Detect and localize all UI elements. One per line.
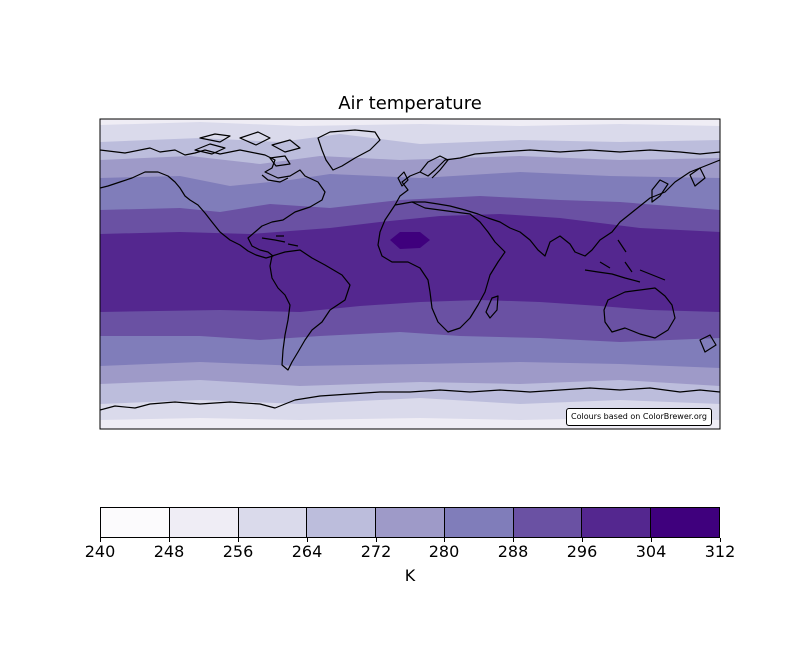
temperature-bands [100,119,720,429]
coastline-japan [651,179,669,203]
colorbar-segment [651,508,720,537]
coastline-kamchatka [689,167,706,187]
coastline-arctic-islands [194,131,301,167]
coastline-madagascar [485,295,499,319]
colorbar-tick-label: 248 [153,542,185,561]
credit-box: Colours based on ColorBrewer.org [566,408,712,426]
colorbar-tick [376,538,377,542]
colorbar-segment [169,508,239,537]
colorbar-segment [307,508,377,537]
colorbar-tick [238,538,239,542]
coastlines [100,129,720,411]
colorbar-segment [238,508,308,537]
colorbar-segment [582,508,652,537]
colorbar-tick [169,538,170,542]
coastline-hudson-bay [261,174,289,183]
colorbar-tick [513,538,514,542]
coastline-greenland [317,129,381,171]
colorbar-tick-label: 312 [704,542,736,561]
colorbar [100,507,720,538]
coastline-africa [377,201,506,333]
colorbar-tick [651,538,652,542]
colorbar-tick-label: 272 [360,542,392,561]
colorbar-tick-label: 240 [84,542,116,561]
colorbar-tick [582,538,583,542]
colorbar-ticks: 240 248 256 264 272 280 288 296 304 312 [85,538,735,568]
coastline-australia [603,287,676,339]
coastline-indonesia [584,239,666,283]
colorbar-segment [513,508,583,537]
coastline-british-isles [397,171,409,187]
coastline-antarctica [100,387,720,411]
colorbar-tick-label: 264 [291,542,323,561]
coastline-north-america [100,147,326,259]
colorbar-tick-label: 288 [497,542,529,561]
coastline-new-zealand [699,334,717,353]
coastline-caribbean [261,235,299,247]
colorbar-tick [307,538,308,542]
colorbar-segment [101,508,170,537]
map-frame [99,118,721,430]
colorbar-tick [444,538,445,542]
colorbar-tick [100,538,101,542]
colorbar-segment [444,508,514,537]
map-title: Air temperature [338,93,482,114]
colorbar-label: K [404,566,416,585]
colorbar-tick [720,538,721,542]
coastline-south-america [269,249,351,371]
colorbar-tick-label: 296 [566,542,598,561]
colorbar-tick-label: 304 [635,542,667,561]
colorbar-segment [376,508,445,537]
temperature-band [390,232,430,249]
colorbar-tick-label: 280 [428,542,460,561]
coastline-scandinavia [419,155,449,179]
colorbar-tick-label: 256 [222,542,254,561]
